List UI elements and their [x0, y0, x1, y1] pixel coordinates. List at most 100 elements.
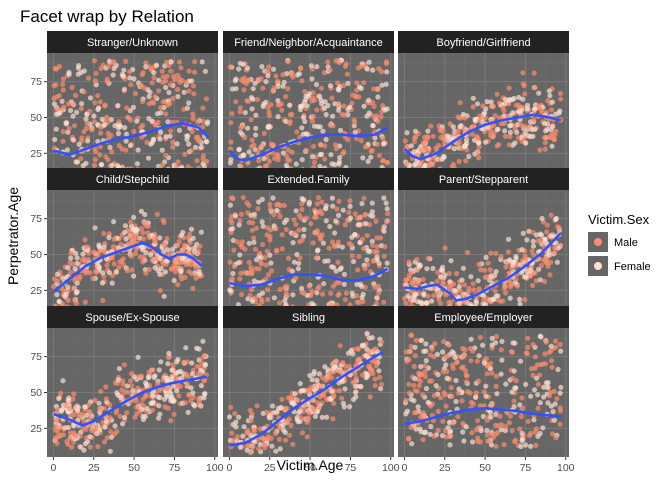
scatter-point [333, 268, 339, 274]
scatter-point [257, 441, 263, 447]
scatter-point [92, 225, 98, 231]
scatter-point [178, 259, 184, 266]
scatter-point [141, 220, 147, 226]
scatter-point [374, 113, 380, 119]
scatter-point [51, 83, 57, 89]
scatter-point [536, 90, 542, 96]
scatter-point [229, 220, 235, 226]
scatter-point [495, 429, 501, 435]
scatter-point [175, 255, 181, 261]
scatter-point [475, 378, 482, 384]
scatter-point [372, 135, 378, 141]
scatter-point [257, 259, 264, 265]
scatter-point [170, 144, 176, 150]
scatter-point [421, 292, 427, 298]
scatter-point [412, 353, 418, 359]
scatter-point [541, 384, 547, 390]
scatter-point [264, 232, 270, 238]
scatter-point [171, 263, 177, 269]
scatter-point [80, 425, 86, 432]
scatter-point [163, 385, 169, 392]
scatter-point [457, 124, 463, 130]
scatter-point [417, 426, 423, 432]
scatter-point [327, 122, 333, 128]
scatter-point [412, 128, 419, 134]
scatter-point [469, 131, 475, 137]
scatter-point [316, 371, 322, 377]
scatter-point [241, 270, 248, 276]
scatter-point [291, 217, 297, 223]
scatter-point [314, 201, 320, 207]
scatter-point [315, 247, 321, 253]
scatter-point [342, 222, 348, 228]
scatter-point [530, 342, 536, 348]
scatter-point [423, 358, 429, 364]
scatter-point [505, 249, 512, 255]
scatter-point [359, 342, 365, 348]
scatter-point [541, 394, 547, 400]
scatter-point [337, 127, 344, 133]
scatter-point [250, 444, 256, 450]
scatter-point [165, 119, 171, 125]
scatter-point [281, 219, 288, 226]
scatter-point [295, 419, 301, 425]
scatter-point [437, 127, 443, 133]
scatter-point [493, 250, 499, 256]
scatter-point [128, 223, 134, 229]
scatter-point [518, 107, 525, 113]
scatter-point [480, 342, 486, 348]
scatter-point [311, 369, 317, 375]
scatter-point [453, 377, 459, 384]
chart-title: Facet wrap by Relation [20, 7, 194, 26]
scatter-point [329, 161, 335, 167]
scatter-point [98, 388, 104, 394]
scatter-point [317, 163, 323, 169]
scatter-point [379, 69, 385, 75]
scatter-point [165, 361, 171, 367]
scatter-point [530, 133, 536, 139]
scatter-point [297, 408, 303, 414]
scatter-point [342, 63, 348, 69]
scatter-point [381, 224, 387, 230]
scatter-point [319, 101, 325, 107]
scatter-point [114, 390, 120, 396]
scatter-point [268, 260, 274, 266]
scatter-point [316, 404, 322, 410]
scatter-point [127, 75, 133, 81]
scatter-point [297, 381, 303, 387]
scatter-point [518, 413, 525, 420]
y-tick-label: 75 [30, 351, 42, 363]
scatter-point [456, 386, 462, 392]
scatter-point [122, 229, 128, 235]
scatter-point [537, 333, 543, 339]
scatter-point [156, 403, 162, 409]
scatter-point [419, 392, 426, 398]
scatter-point [58, 390, 64, 396]
scatter-point [350, 380, 356, 386]
scatter-point [98, 124, 104, 130]
scatter-point [175, 282, 181, 288]
scatter-point [83, 160, 89, 166]
scatter-point [488, 99, 494, 105]
scatter-point [72, 266, 78, 272]
scatter-point [370, 100, 376, 106]
scatter-point [477, 403, 483, 409]
scatter-point [459, 277, 465, 283]
scatter-point [311, 143, 317, 149]
scatter-point [451, 350, 457, 356]
scatter-point [537, 430, 543, 437]
scatter-point [511, 368, 517, 374]
scatter-point [474, 101, 481, 107]
scatter-point [321, 281, 327, 287]
scatter-point [332, 230, 338, 236]
scatter-point [384, 69, 390, 75]
scatter-point [71, 423, 77, 429]
scatter-point [297, 103, 303, 109]
scatter-point [542, 140, 548, 146]
scatter-point [201, 391, 208, 397]
scatter-points [51, 58, 211, 175]
scatter-point [358, 138, 364, 144]
scatter-point [277, 300, 283, 306]
scatter-point [265, 434, 271, 440]
